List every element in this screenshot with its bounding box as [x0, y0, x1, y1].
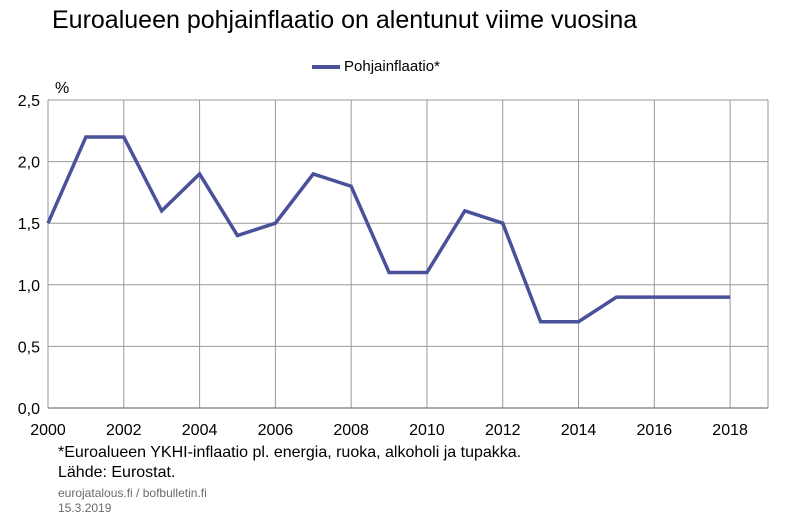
y-tick-label: 1,5	[18, 216, 40, 233]
x-tick-label: 2002	[106, 422, 142, 439]
x-tick-label: 2000	[30, 422, 66, 439]
y-tick-label: 0,5	[18, 339, 40, 356]
series-line	[46, 135, 731, 324]
y-tick-label: 2,0	[18, 155, 40, 172]
y-tick-label: 2,5	[18, 93, 40, 110]
footnote: *Euroalueen YKHI-inflaatio pl. energia, …	[58, 444, 522, 461]
website-note: eurojatalous.fi / bofbulletin.fi	[58, 486, 207, 500]
chart-title: Euroalueen pohjainflaatio on alentunut v…	[52, 6, 638, 34]
date-note: 15.3.2019	[58, 501, 112, 515]
x-tick-label: 2008	[333, 422, 369, 439]
x-tick-label: 2010	[409, 422, 445, 439]
y-tick-label: 1,0	[18, 278, 40, 295]
x-tick-label: 2016	[637, 422, 673, 439]
legend-swatch	[312, 64, 340, 69]
legend: Pohjainflaatio*	[312, 58, 440, 75]
x-tick-label: 2014	[561, 422, 597, 439]
x-tick-label: 2006	[258, 422, 294, 439]
y-tick-label: 0,0	[18, 401, 40, 418]
legend-label: Pohjainflaatio*	[344, 58, 440, 75]
x-tick-label: 2012	[485, 422, 521, 439]
x-tick-label: 2004	[182, 422, 218, 439]
x-tick-label: 2018	[712, 422, 748, 439]
source-note: Lähde: Eurostat.	[58, 464, 176, 481]
y-axis-unit: %	[55, 80, 70, 97]
